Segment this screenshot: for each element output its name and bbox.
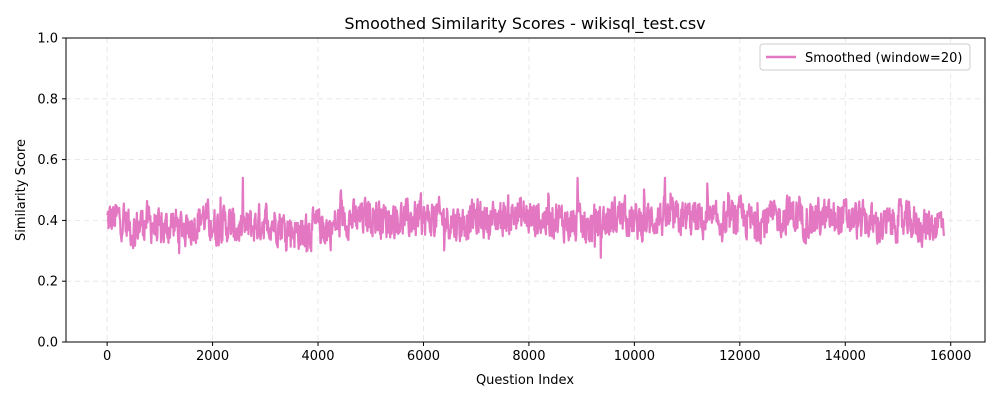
x-tick-label: 14000 [825, 349, 866, 364]
x-tick-label: 2000 [196, 349, 229, 364]
x-tick-label: 4000 [301, 349, 334, 364]
axes: 0 2000 4000 6000 8000 10000 12000 14000 16000 0.0… [37, 32, 986, 364]
x-tick-label: 8000 [512, 349, 545, 364]
legend-box [759, 43, 971, 71]
y-tick-label: 0.6 [37, 153, 58, 168]
grid [66, 37, 985, 343]
y-tick-label: 0.2 [37, 275, 58, 290]
x-tick-label: 12000 [719, 349, 760, 364]
y-tick-label: 0.0 [37, 336, 58, 351]
x-tick-label: 16000 [930, 349, 971, 364]
x-tick-label: 10000 [614, 349, 655, 364]
plot-frame [65, 37, 986, 343]
y-tick-label: 1.0 [37, 32, 58, 47]
y-axis-label: Similarity Score [14, 139, 29, 241]
y-tick-label: 0.4 [37, 214, 58, 229]
x-tick-label: 0 [103, 349, 111, 364]
legend-label: Smoothed (window=20) [805, 51, 962, 66]
series-line-smoothed [106, 176, 945, 259]
chart-title: Smoothed Similarity Scores - wikisql_tes… [344, 14, 705, 34]
legend: Smoothed (window=20) [759, 43, 971, 71]
x-tick-label: 6000 [407, 349, 440, 364]
x-axis-label: Question Index [476, 373, 574, 388]
series-layer [106, 176, 945, 259]
y-tick-label: 0.8 [37, 92, 58, 107]
